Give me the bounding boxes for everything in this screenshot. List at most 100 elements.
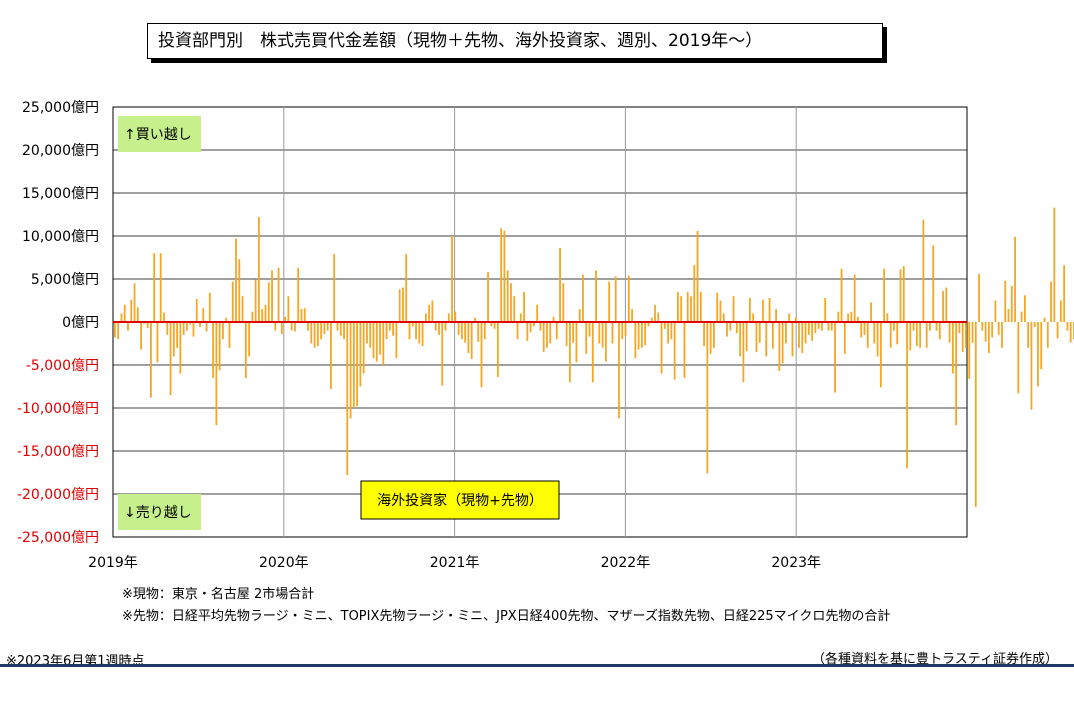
bar (634, 322, 637, 359)
bar (123, 304, 126, 322)
bar (290, 322, 293, 331)
bar (680, 296, 683, 322)
bar (127, 322, 129, 331)
bar (300, 309, 303, 322)
bar (693, 265, 696, 322)
bar (670, 322, 673, 340)
y-tick-label: -5,000億円 (26, 358, 99, 374)
bar (130, 299, 133, 322)
x-tick-label: 2019年 (88, 555, 138, 571)
bar (532, 322, 535, 327)
bar (264, 304, 267, 322)
bar (362, 322, 365, 374)
bar (474, 317, 476, 322)
bar (608, 281, 611, 322)
bar (172, 322, 175, 357)
bar (444, 322, 447, 331)
bar (1014, 236, 1016, 322)
bar (150, 322, 152, 398)
bar (611, 322, 614, 344)
bar (935, 322, 938, 331)
bar (1053, 207, 1056, 322)
bar (814, 322, 817, 334)
bar (870, 302, 872, 322)
bar (415, 322, 417, 340)
bar (418, 322, 421, 344)
bar (490, 322, 493, 327)
bar (807, 322, 810, 335)
bar (284, 316, 287, 322)
bar (683, 322, 686, 378)
bar (709, 322, 712, 354)
x-tick-label: 2021年 (430, 555, 480, 571)
bar (745, 322, 748, 352)
y-tick-label: -20,000億円 (17, 487, 99, 503)
bar (575, 322, 578, 363)
bar (379, 322, 381, 355)
bar (798, 322, 800, 348)
bar (506, 270, 509, 322)
bar (853, 274, 856, 322)
bar (703, 322, 705, 347)
bar (156, 322, 159, 363)
bar (382, 322, 385, 365)
y-tick-label: -15,000億円 (17, 444, 99, 460)
bar (1030, 322, 1033, 410)
bar (699, 291, 702, 322)
bar (614, 276, 617, 322)
bar (863, 322, 866, 335)
sell-label-box (118, 494, 201, 530)
bar (595, 270, 597, 322)
bar (402, 287, 404, 322)
bar (847, 313, 850, 322)
bar (323, 322, 326, 335)
bar (621, 322, 624, 340)
bar (366, 322, 368, 344)
bar (483, 322, 486, 340)
bar (598, 322, 601, 344)
bar (208, 292, 211, 322)
bar (231, 281, 234, 322)
bar (225, 317, 228, 322)
bar (460, 322, 463, 340)
bar (860, 322, 863, 338)
bar (192, 322, 195, 337)
bar (454, 311, 457, 322)
bar (467, 322, 470, 353)
bar (202, 308, 205, 322)
x-tick-label: 2022年 (601, 555, 651, 571)
bar (929, 322, 931, 331)
bar (909, 322, 912, 351)
bar (186, 322, 188, 331)
bar (886, 313, 889, 322)
bar (961, 322, 964, 353)
bar (971, 322, 974, 343)
bar (834, 322, 836, 393)
series-label-box (360, 480, 560, 520)
y-tick-label: -10,000億円 (17, 401, 99, 417)
bar (582, 274, 584, 322)
bar (222, 322, 224, 340)
bar (919, 322, 922, 348)
series-label: 海外投資家（現物+先物） (377, 492, 543, 509)
bar (981, 322, 984, 331)
bar (938, 322, 941, 340)
bar (801, 322, 804, 353)
bar (562, 283, 565, 322)
bar (503, 230, 506, 322)
bar (385, 322, 388, 340)
bar (320, 322, 323, 340)
bar (1059, 300, 1062, 322)
x-tick-label: 2020年 (259, 555, 309, 571)
y-tick-label: 20,000億円 (22, 143, 99, 159)
bar (539, 322, 542, 331)
bar (565, 322, 568, 347)
bar (955, 322, 958, 426)
bar (303, 308, 306, 322)
note-genbutsu: ※現物：東京・名古屋 2市場合計 (122, 587, 315, 602)
y-tick-label: 5,000億円 (31, 272, 99, 288)
bar (359, 322, 362, 387)
bar (677, 291, 679, 322)
bar (421, 322, 424, 347)
bar (739, 322, 741, 357)
